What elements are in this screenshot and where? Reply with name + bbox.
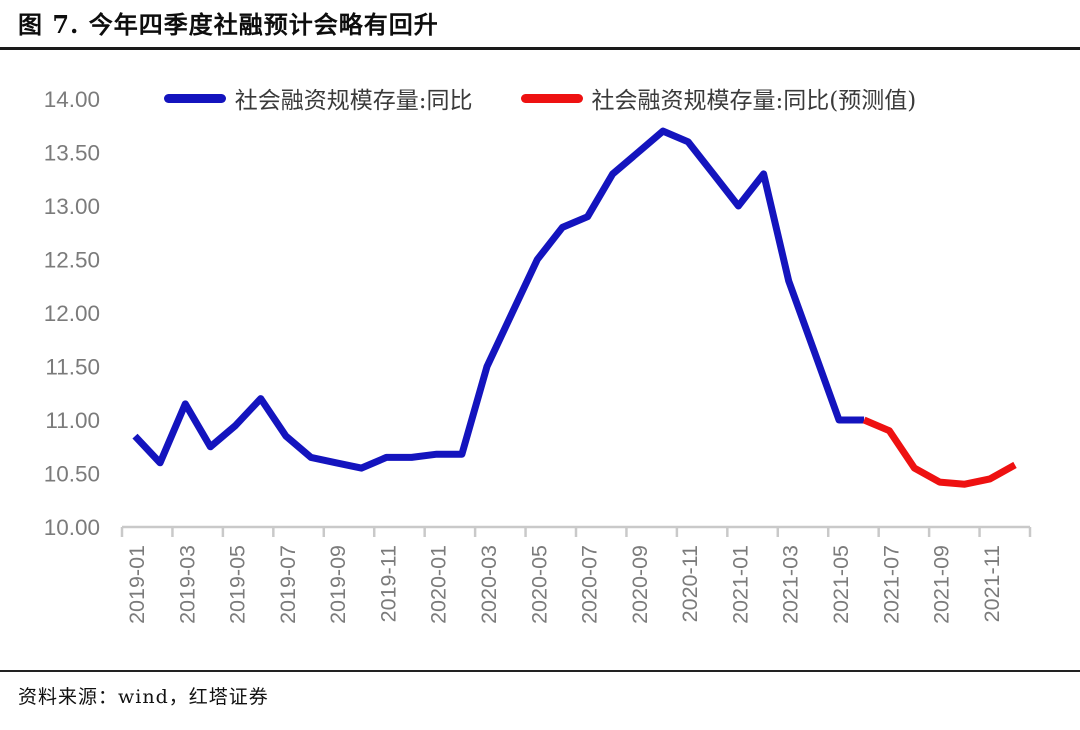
x-axis-tick-label: 2019-09 bbox=[326, 545, 350, 624]
x-axis-tick-label: 2020-09 bbox=[628, 545, 652, 624]
figure-header: 图 7. 今年四季度社融预计会略有回升 bbox=[0, 0, 1080, 50]
figure-title: 图 7. 今年四季度社融预计会略有回升 bbox=[18, 10, 439, 39]
y-axis-tick-label: 14.00 bbox=[44, 87, 100, 112]
y-axis-tick-label: 10.00 bbox=[44, 515, 100, 540]
legend-item-forecast: 社会融资规模存量:同比(预测值) bbox=[520, 81, 917, 115]
y-axis-tick-label: 13.00 bbox=[44, 194, 100, 219]
x-axis-tick-label: 2021-09 bbox=[930, 545, 954, 624]
legend-label-actual: 社会融资规模存量:同比 bbox=[234, 88, 473, 114]
y-axis-tick-label: 11.50 bbox=[45, 355, 100, 380]
x-axis-tick-label: 2019-07 bbox=[276, 545, 300, 624]
chart-legend: 社会融资规模存量:同比 社会融资规模存量:同比(预测值) bbox=[0, 81, 1080, 115]
x-axis-tick-label: 2020-03 bbox=[477, 545, 501, 624]
x-axis-tick-label: 2019-11 bbox=[376, 545, 400, 622]
x-axis-tick-label: 2020-01 bbox=[427, 545, 451, 624]
forecast-series-line bbox=[862, 416, 1017, 488]
actual-series-line bbox=[132, 127, 865, 472]
y-axis-tick-label: 11.00 bbox=[45, 408, 100, 433]
x-axis-tick-label: 2021-01 bbox=[728, 545, 752, 624]
y-axis-tick-label: 12.50 bbox=[44, 248, 100, 273]
x-axis-tick-label: 2019-01 bbox=[125, 545, 149, 624]
legend-label-forecast: 社会融资规模存量:同比(预测值) bbox=[591, 88, 917, 114]
line-chart: 14.00 13.50 13.00 12.50 12.00 11.50 11.00 10.50… bbox=[44, 87, 1032, 624]
y-axis-tick-label: 10.50 bbox=[44, 462, 100, 487]
legend-item-actual: 社会融资规模存量:同比 bbox=[163, 81, 473, 115]
y-axis-tick-label: 13.50 bbox=[44, 141, 100, 166]
x-axis-tick-label: 2020-05 bbox=[527, 545, 551, 624]
red-line-swatch bbox=[520, 93, 583, 103]
x-axis-tick-label: 2019-03 bbox=[175, 545, 199, 624]
x-axis-tick-label: 2021-03 bbox=[779, 545, 803, 624]
blue-line-swatch bbox=[163, 93, 226, 103]
x-axis-tick-label: 2019-05 bbox=[226, 545, 250, 624]
chart-area: 社会融资规模存量:同比 社会融资规模存量:同比(预测值) 14.00 13.50 1… bbox=[0, 57, 1080, 669]
x-axis-tick-label: 2021-07 bbox=[879, 545, 903, 624]
x-axis-tick-label: 2021-11 bbox=[980, 545, 1004, 622]
x-axis-tick-label: 2020-11 bbox=[678, 545, 702, 622]
source-note: 资料来源：wind，红塔证券 bbox=[18, 686, 269, 708]
figure-footer: 资料来源：wind，红塔证券 bbox=[0, 670, 1080, 709]
y-axis-tick-label: 12.00 bbox=[44, 301, 100, 326]
x-axis-tick-label: 2020-07 bbox=[578, 545, 602, 624]
x-axis-tick-label: 2021-05 bbox=[829, 545, 853, 624]
